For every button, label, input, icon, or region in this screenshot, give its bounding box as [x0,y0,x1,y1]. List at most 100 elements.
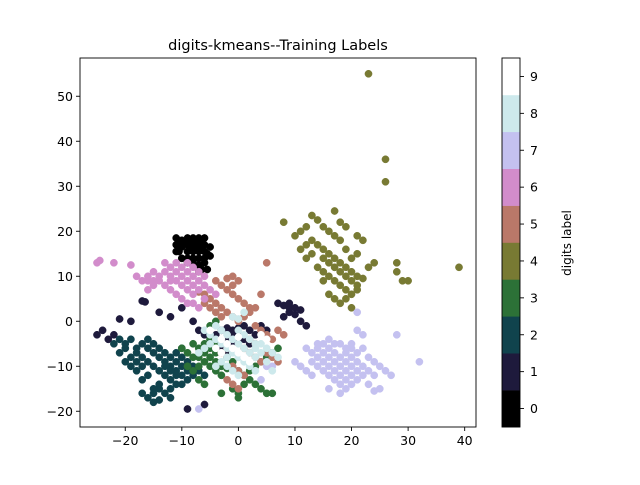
data-point [183,348,192,357]
y-tick-label: 30 [57,179,73,194]
data-point [279,312,288,321]
data-point [279,218,288,227]
data-point [206,243,214,251]
y-tick-label: 10 [57,269,73,284]
data-point [206,303,214,312]
data-point [313,216,322,224]
data-point [95,256,104,265]
data-point [161,267,169,276]
data-point [274,299,282,308]
data-point [336,353,345,362]
data-point [245,357,254,366]
data-point [291,357,299,366]
colorbar-tick-label: 4 [530,253,538,268]
data-point [183,267,192,276]
data-point [155,384,164,393]
data-point [240,344,248,353]
data-point [110,330,118,339]
data-point [330,231,339,240]
data-point [257,330,265,339]
data-point [121,357,130,366]
data-point [308,211,316,220]
data-point [342,294,350,303]
colorbar-segment [502,353,520,391]
data-point [347,267,356,276]
data-point [149,389,158,398]
data-point [132,344,141,353]
colorbar-tick-label: 7 [530,143,538,158]
data-point [251,366,260,375]
data-point [177,272,186,281]
data-point [342,344,350,353]
data-point [234,384,243,393]
data-point [415,357,424,366]
data-point [325,258,333,267]
colorbar-tick-label: 5 [530,217,538,232]
data-point [161,281,169,290]
colorbar: 0 1 2 3 4 5 6 7 8 9 [501,57,538,428]
data-point [194,276,203,285]
data-point [183,405,192,413]
data-point [200,344,209,353]
data-point [223,375,231,384]
data-point [138,389,147,398]
data-point [155,276,164,285]
y-tick-label: −20 [47,404,73,419]
data-point [149,362,158,371]
data-point [381,155,390,164]
data-point [197,245,206,254]
data-point [200,371,209,380]
data-point [203,265,212,274]
data-point [149,281,158,290]
data-point [138,375,147,384]
data-point [138,339,147,348]
data-point [364,380,373,389]
data-point [200,357,209,366]
data-point [319,254,328,263]
data-point [206,339,214,348]
data-point [194,267,203,276]
data-point [279,330,288,339]
data-point [189,366,197,375]
data-point [223,362,231,371]
colorbar-tick-label: 0 [530,401,538,416]
data-point [144,285,152,294]
data-point [347,371,356,380]
data-point [364,69,373,78]
x-tick-label: 30 [400,433,416,448]
data-point [364,366,373,375]
data-point [234,276,243,285]
data-point [149,267,158,276]
data-point [197,236,206,245]
data-point [347,290,356,299]
data-point [251,344,260,353]
data-point [194,362,203,371]
data-point [262,258,271,267]
data-point [166,366,175,375]
data-point [166,393,175,402]
data-point [144,335,152,344]
data-point [200,400,209,409]
data-point [347,303,356,312]
x-tick-label: −20 [112,433,138,448]
data-point [177,281,186,290]
data-point [121,339,130,348]
data-point [353,308,362,317]
data-point [347,276,356,285]
data-point [336,339,345,348]
data-point [359,362,367,371]
data-point [155,396,164,404]
data-point [313,240,322,249]
data-point [319,222,328,231]
data-point [245,335,254,344]
data-point [268,389,277,398]
data-point [172,267,181,276]
data-point [330,366,339,375]
data-point [353,348,362,357]
data-point [175,238,183,247]
data-point [206,285,214,294]
data-point [325,362,333,371]
data-point [342,222,350,231]
data-point [132,272,141,281]
data-point [353,366,362,375]
